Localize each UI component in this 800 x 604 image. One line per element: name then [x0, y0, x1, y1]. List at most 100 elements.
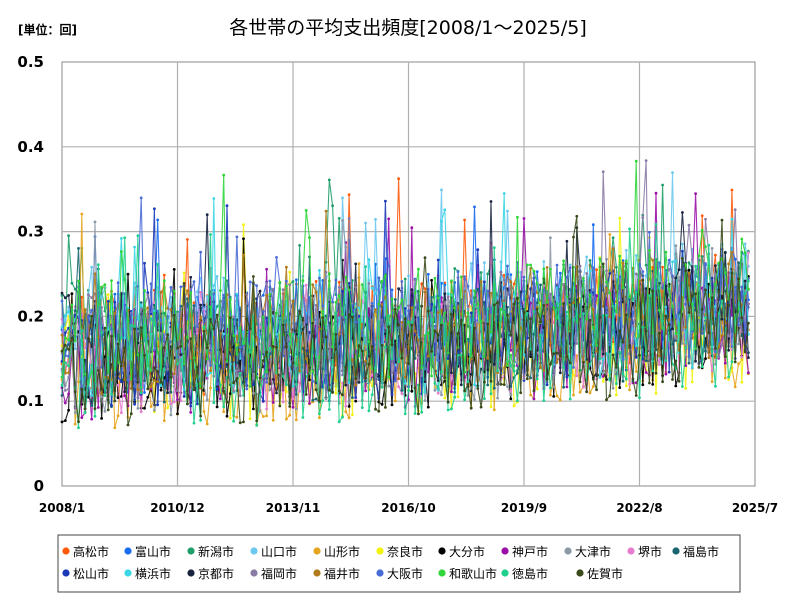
- data-point: [304, 393, 308, 396]
- data-point: [285, 417, 288, 421]
- data-point: [77, 247, 80, 250]
- data-point: [443, 281, 447, 285]
- data-point: [743, 279, 747, 283]
- legend-marker: [438, 569, 446, 577]
- data-point: [199, 315, 203, 319]
- data-point: [294, 393, 298, 396]
- data-point: [139, 303, 143, 307]
- legend-label: 大阪市: [387, 566, 423, 581]
- data-point: [400, 356, 404, 360]
- data-point: [192, 280, 196, 283]
- data-point: [275, 332, 278, 336]
- data-point: [667, 323, 671, 326]
- data-point: [704, 337, 707, 340]
- data-point: [657, 286, 661, 290]
- data-point: [730, 251, 734, 254]
- data-point: [238, 394, 242, 398]
- data-point: [446, 295, 450, 299]
- data-point: [87, 337, 90, 340]
- data-point: [473, 303, 476, 306]
- data-point: [192, 356, 196, 360]
- data-point: [667, 258, 671, 262]
- data-point: [192, 304, 196, 307]
- data-point: [153, 323, 156, 327]
- data-point: [288, 332, 292, 336]
- data-point: [275, 382, 278, 386]
- data-point: [120, 250, 123, 254]
- data-point: [182, 282, 186, 285]
- data-point: [232, 419, 236, 423]
- data-point: [172, 289, 176, 293]
- data-point: [351, 354, 354, 357]
- data-point: [733, 208, 737, 212]
- data-point: [565, 295, 569, 298]
- data-point: [63, 401, 67, 405]
- data-point: [483, 261, 486, 265]
- data-point: [611, 353, 615, 357]
- data-point: [265, 267, 268, 271]
- data-point: [463, 218, 466, 222]
- data-point: [347, 193, 351, 197]
- data-point: [671, 378, 674, 381]
- data-point: [304, 320, 308, 324]
- data-point: [126, 423, 130, 427]
- data-point: [374, 366, 377, 370]
- data-point: [690, 366, 694, 369]
- data-point: [318, 367, 321, 370]
- data-point: [608, 272, 612, 275]
- data-point: [558, 323, 562, 327]
- data-point: [212, 292, 216, 296]
- data-point: [73, 309, 77, 313]
- data-point: [674, 337, 678, 341]
- data-point: [512, 282, 516, 286]
- data-point: [681, 328, 684, 332]
- data-point: [624, 259, 628, 263]
- data-point: [387, 325, 391, 329]
- legend-label: 堺市: [638, 544, 662, 559]
- data-point: [110, 334, 113, 338]
- data-point: [63, 361, 67, 365]
- legend-marker: [501, 547, 509, 555]
- data-point: [87, 293, 90, 297]
- data-point: [205, 213, 209, 217]
- data-point: [344, 275, 348, 279]
- data-point: [638, 396, 641, 400]
- data-point: [96, 263, 100, 267]
- data-point: [611, 343, 615, 346]
- data-point: [572, 393, 575, 397]
- data-point: [205, 346, 209, 350]
- data-point: [740, 316, 744, 320]
- data-point: [638, 263, 641, 266]
- data-point: [433, 388, 437, 392]
- data-point: [202, 384, 206, 388]
- data-point: [189, 275, 193, 279]
- data-point: [67, 364, 70, 368]
- data-point: [483, 315, 486, 318]
- data-point: [509, 364, 513, 368]
- legend-item: 大津市: [564, 544, 611, 559]
- data-point: [608, 315, 612, 318]
- data-point: [387, 375, 391, 379]
- data-point: [733, 319, 737, 323]
- data-point: [641, 278, 645, 282]
- data-point: [618, 347, 622, 350]
- data-point: [100, 417, 103, 420]
- data-point: [245, 293, 249, 296]
- data-point: [103, 283, 107, 286]
- data-point: [294, 407, 298, 411]
- legend-item: 大阪市: [376, 566, 423, 581]
- data-point: [601, 380, 605, 383]
- data-point: [436, 386, 440, 390]
- data-point: [384, 345, 387, 349]
- data-point: [133, 245, 137, 249]
- data-point: [747, 279, 750, 283]
- data-point: [298, 244, 301, 247]
- data-point: [285, 284, 288, 288]
- data-point: [202, 325, 206, 328]
- data-point: [585, 272, 589, 275]
- data-point: [179, 353, 183, 356]
- data-point: [149, 312, 153, 316]
- data-point: [549, 343, 552, 347]
- legend-marker: [62, 547, 70, 555]
- data-point: [595, 343, 598, 347]
